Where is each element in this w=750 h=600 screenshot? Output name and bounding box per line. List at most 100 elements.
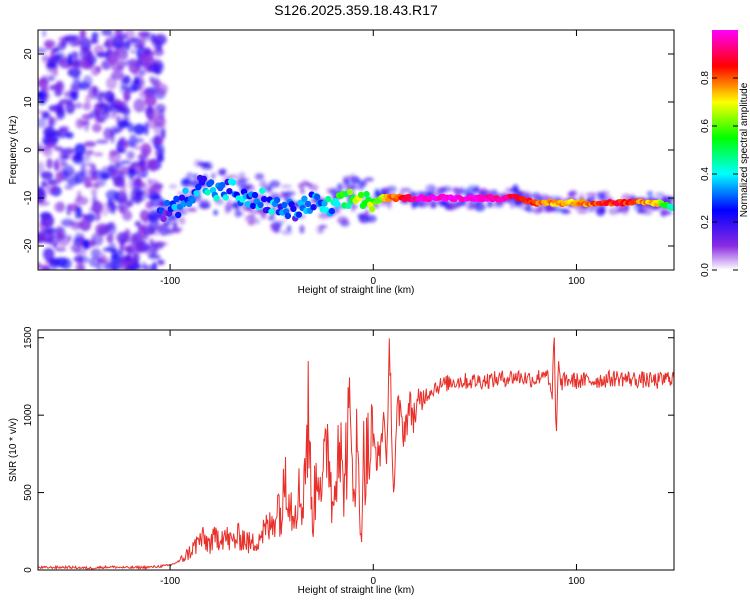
snr-ytick-label: 1000 xyxy=(23,404,34,427)
ridge-point xyxy=(173,196,179,202)
noise-speckle xyxy=(46,158,53,169)
noise-speckle xyxy=(75,102,83,108)
noise-speckle xyxy=(92,201,103,214)
noise-speckle xyxy=(91,248,101,258)
noise-speckle xyxy=(59,99,73,105)
colorbar-tick-label: 0.8 xyxy=(700,71,711,85)
ridge-point xyxy=(164,200,170,206)
halo-speckle xyxy=(343,176,347,184)
noise-speckle xyxy=(80,38,91,52)
noise-speckle xyxy=(88,86,100,99)
halo-speckle xyxy=(586,193,597,196)
halo-speckle xyxy=(510,205,514,208)
noise-speckle xyxy=(91,189,97,195)
noise-speckle xyxy=(92,32,99,40)
halo-speckle xyxy=(471,188,478,192)
noise-speckle xyxy=(153,63,162,70)
noise-speckle xyxy=(144,122,148,136)
noise-speckle xyxy=(35,47,47,53)
noise-speckle xyxy=(54,90,62,97)
noise-speckle xyxy=(111,266,118,273)
snr-ylabel: SNR (10 * v/v) xyxy=(8,418,19,482)
snr-xlabel: Height of straight line (km) xyxy=(298,585,415,596)
noise-speckle xyxy=(144,217,148,226)
noise-speckle xyxy=(128,168,135,180)
halo-speckle xyxy=(241,178,250,181)
spectrogram-ytick-label: 10 xyxy=(23,96,34,108)
noise-speckle xyxy=(96,52,108,58)
noise-speckle xyxy=(127,200,133,207)
halo-speckle xyxy=(199,200,210,209)
halo-speckle xyxy=(248,220,255,226)
snr-ytick-label: 1500 xyxy=(23,326,34,349)
ridge-point xyxy=(193,190,199,196)
halo-speckle xyxy=(340,220,350,227)
noise-speckle xyxy=(84,141,97,147)
noise-speckle xyxy=(103,91,114,102)
halo-speckle xyxy=(247,215,255,219)
noise-speckle xyxy=(133,79,143,83)
halo-speckle xyxy=(281,230,292,235)
ridge-point xyxy=(290,206,296,212)
ridge-point xyxy=(301,196,307,202)
noise-speckle xyxy=(96,140,109,144)
halo-speckle xyxy=(174,227,183,231)
noise-speckle xyxy=(74,206,78,220)
noise-speckle xyxy=(106,234,113,243)
halo-speckle xyxy=(588,208,595,212)
halo-speckle xyxy=(188,209,198,213)
noise-speckle xyxy=(78,256,82,269)
halo-speckle xyxy=(186,172,194,179)
noise-speckle xyxy=(111,71,125,80)
noise-speckle xyxy=(135,244,147,253)
colorbar: 0.00.20.40.60.8 Normalized spectral ampl… xyxy=(700,30,750,277)
noise-speckle xyxy=(43,248,54,261)
noise-speckle xyxy=(141,143,152,156)
halo-speckle xyxy=(169,184,177,188)
noise-speckle xyxy=(108,53,118,67)
ridge-point xyxy=(230,179,236,185)
halo-speckle xyxy=(319,225,327,228)
spectrogram-ytick-label: -10 xyxy=(23,190,34,205)
ridge-point xyxy=(245,201,251,207)
ridge-point xyxy=(314,194,320,200)
noise-speckle xyxy=(34,147,47,152)
noise-speckle xyxy=(61,161,68,166)
noise-speckle xyxy=(75,247,87,257)
halo-speckle xyxy=(351,186,360,189)
noise-speckle xyxy=(55,82,63,91)
halo-speckle xyxy=(268,216,275,220)
noise-speckle xyxy=(55,247,67,252)
snr-xtick-label: -100 xyxy=(160,576,180,587)
halo-speckle xyxy=(218,171,225,175)
noise-speckle xyxy=(116,255,121,263)
noise-speckle xyxy=(155,38,163,51)
noise-speckle xyxy=(133,124,145,135)
noise-speckle xyxy=(124,60,133,66)
ridge-point xyxy=(268,209,274,215)
halo-speckle xyxy=(197,163,204,166)
halo-speckle xyxy=(660,209,667,217)
noise-speckle xyxy=(62,148,76,155)
noise-speckle xyxy=(101,252,107,263)
noise-speckle xyxy=(101,28,112,36)
spectrogram-xtick-label: -100 xyxy=(160,276,180,287)
halo-speckle xyxy=(561,208,567,214)
ridge-point xyxy=(257,202,263,208)
noise-speckle xyxy=(148,179,160,189)
snr-ytick-label: 500 xyxy=(23,484,34,501)
noise-speckle xyxy=(141,32,153,42)
halo-speckle xyxy=(225,207,230,215)
ridge-point xyxy=(171,204,177,210)
halo-speckle xyxy=(430,186,434,195)
halo-speckle xyxy=(597,206,606,210)
halo-speckle xyxy=(596,192,605,197)
spectrogram-xtick-label: 100 xyxy=(568,276,585,287)
ridge-point xyxy=(274,197,280,203)
ridge-point xyxy=(281,202,287,208)
halo-speckle xyxy=(637,209,645,214)
colorbar-gradient xyxy=(712,30,738,270)
noise-speckle xyxy=(144,231,149,240)
ridge-point xyxy=(345,203,351,209)
noise-speckle xyxy=(73,154,84,165)
